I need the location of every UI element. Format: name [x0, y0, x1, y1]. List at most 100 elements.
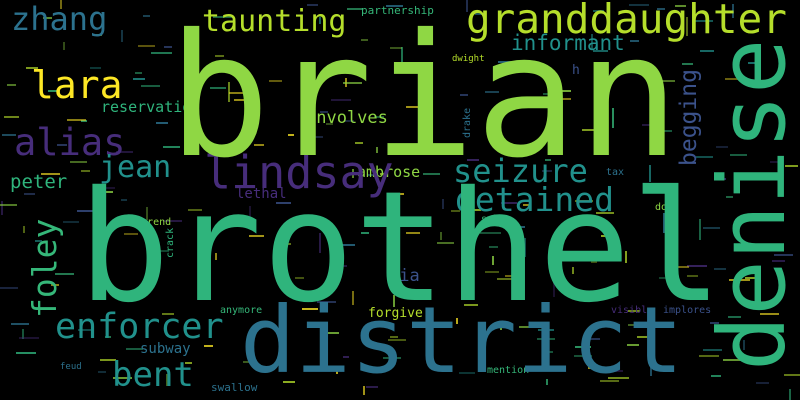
filler-word: [547, 351, 553, 353]
filler-word: [361, 39, 368, 41]
filler-word: [498, 61, 514, 63]
filler-word: [784, 374, 800, 376]
filler-word: [628, 310, 640, 312]
filler-word: [164, 46, 172, 48]
word-feud: feud: [60, 362, 82, 372]
filler-word: [124, 233, 138, 235]
filler-word: [249, 206, 251, 223]
filler-word: [574, 355, 592, 357]
word-jean: jean: [99, 150, 172, 185]
filler-word: [593, 10, 604, 12]
filler-word: [442, 199, 444, 209]
filler-word: [204, 345, 213, 347]
filler-word: [326, 123, 333, 125]
filler-word: [383, 357, 401, 359]
filler-word: [748, 62, 758, 64]
filler-word: [11, 323, 29, 325]
filler-word: [586, 338, 600, 340]
filler-word: [523, 204, 531, 206]
word-granddaughter: granddaughter: [466, 0, 787, 43]
filler-word: [459, 372, 475, 374]
word-swallow: swallow: [211, 381, 258, 394]
filler-word: [243, 361, 250, 363]
word-dwight: dwight: [452, 54, 485, 64]
filler-word: [78, 329, 91, 331]
filler-word: [575, 200, 593, 202]
filler-word: [319, 17, 321, 24]
filler-word: [774, 254, 793, 256]
filler-word: [234, 99, 252, 101]
filler-word: [480, 232, 501, 234]
filler-word: [116, 151, 133, 153]
filler-word: [711, 375, 721, 377]
filler-word: [553, 279, 555, 297]
filler-word: [388, 339, 406, 341]
filler-word: [723, 359, 742, 361]
filler-word: [588, 367, 598, 369]
word-ambrose: ambrose: [357, 163, 421, 181]
filler-word: [703, 349, 722, 351]
word-peter: peter: [10, 171, 68, 193]
filler-word: [113, 377, 132, 379]
filler-word: [686, 17, 688, 36]
filler-word: [505, 275, 519, 277]
filler-word: [368, 174, 374, 176]
word-lindsay: lindsay: [204, 146, 394, 199]
word-anymore: anymore: [220, 305, 263, 316]
filler-word: [591, 261, 597, 263]
filler-word: [692, 20, 713, 22]
filler-word: [743, 340, 745, 350]
filler-word: [60, 0, 62, 9]
filler-word: [215, 55, 224, 57]
filler-word: [100, 359, 116, 361]
filler-word: [22, 329, 24, 339]
word-seizure: seizure: [453, 152, 588, 190]
filler-word: [48, 90, 60, 92]
filler-word: [710, 322, 719, 324]
filler-word: [485, 271, 499, 273]
filler-word: [96, 34, 102, 36]
filler-word: [485, 91, 499, 93]
filler-word: [558, 90, 571, 92]
filler-word: [380, 173, 388, 175]
filler-word: [19, 337, 39, 339]
filler-word: [343, 82, 362, 84]
filler-word: [283, 381, 295, 383]
filler-word: [77, 210, 96, 212]
filler-word: [628, 324, 641, 326]
filler-word: [386, 5, 403, 7]
filler-word: [185, 362, 192, 364]
word-visibly: visibly: [611, 305, 654, 316]
filler-word: [659, 277, 673, 279]
filler-word: [572, 267, 574, 274]
word-reverend: reverend: [123, 217, 172, 228]
word-foley: foley: [25, 218, 64, 318]
filler-word: [343, 356, 349, 358]
filler-word: [637, 336, 651, 338]
filler-word: [559, 289, 579, 291]
filler-word: [488, 219, 495, 221]
filler-word: [70, 161, 87, 163]
filler-word: [302, 308, 318, 310]
filler-word: [390, 47, 402, 49]
word-brothel: brothel: [78, 159, 723, 337]
filler-word: [437, 242, 454, 244]
filler-word: [93, 191, 113, 193]
word-zhang: zhang: [11, 0, 108, 38]
filler-word: [90, 67, 101, 69]
filler-word: [0, 287, 18, 289]
filler-word: [121, 30, 123, 42]
filler-word: [625, 251, 627, 263]
filler-word: [475, 13, 484, 15]
word-forgive: forgive: [368, 306, 423, 321]
filler-word: [745, 277, 761, 279]
filler-word: [501, 202, 517, 204]
filler-word: [192, 64, 198, 66]
filler-word: [500, 321, 502, 330]
word-lara: lara: [31, 63, 123, 107]
filler-word: [630, 40, 639, 42]
filler-word: [716, 146, 728, 148]
filler-word: [146, 207, 148, 220]
filler-word: [163, 220, 182, 222]
filler-word: [376, 147, 378, 153]
